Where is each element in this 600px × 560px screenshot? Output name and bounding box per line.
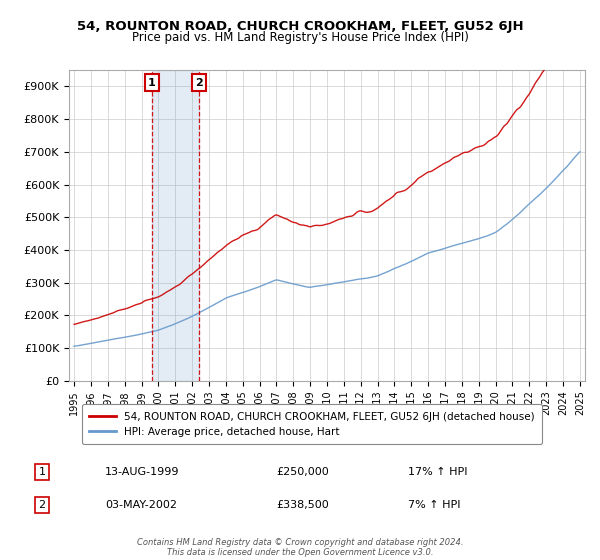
Legend: 54, ROUNTON ROAD, CHURCH CROOKHAM, FLEET, GU52 6JH (detached house), HPI: Averag: 54, ROUNTON ROAD, CHURCH CROOKHAM, FLEET… <box>82 404 542 444</box>
Text: Price paid vs. HM Land Registry's House Price Index (HPI): Price paid vs. HM Land Registry's House … <box>131 31 469 44</box>
Text: £250,000: £250,000 <box>276 467 329 477</box>
Text: 1: 1 <box>148 78 156 88</box>
Text: 03-MAY-2002: 03-MAY-2002 <box>105 500 177 510</box>
Text: 17% ↑ HPI: 17% ↑ HPI <box>408 467 467 477</box>
Text: Contains HM Land Registry data © Crown copyright and database right 2024.
This d: Contains HM Land Registry data © Crown c… <box>137 538 463 557</box>
Bar <box>152 70 199 381</box>
Text: 1: 1 <box>38 467 46 477</box>
Text: 13-AUG-1999: 13-AUG-1999 <box>105 467 179 477</box>
Text: 54, ROUNTON ROAD, CHURCH CROOKHAM, FLEET, GU52 6JH: 54, ROUNTON ROAD, CHURCH CROOKHAM, FLEET… <box>77 20 523 32</box>
Text: 2: 2 <box>38 500 46 510</box>
Text: 7% ↑ HPI: 7% ↑ HPI <box>408 500 461 510</box>
Text: £338,500: £338,500 <box>276 500 329 510</box>
Text: 2: 2 <box>195 78 203 88</box>
